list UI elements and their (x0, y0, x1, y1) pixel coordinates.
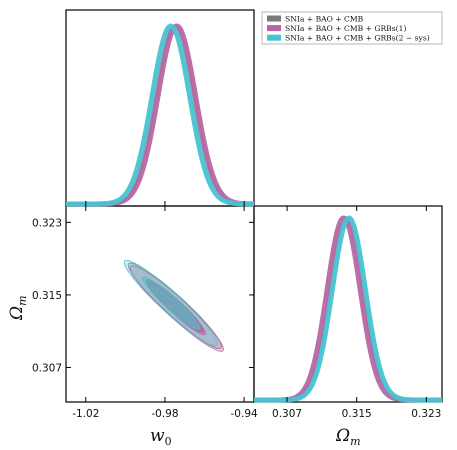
x-axis-label-om: Ωm (335, 426, 361, 448)
tick-label-om-x-0: 0.307 (272, 408, 302, 420)
legend-label-2: SNIa + BAO + CMB + GRBs(1) (285, 24, 406, 33)
legend-swatch-3 (267, 34, 281, 41)
om-marginal-curves (252, 215, 444, 403)
tick-label-om-y-1: 0.315 (32, 290, 62, 302)
om-marginal-1 (253, 216, 443, 402)
tick-label-w0-0: -1.02 (72, 408, 99, 420)
joint-contours (123, 259, 224, 352)
y-axis-label-om: Ωm (7, 295, 29, 321)
w0-marginal-curves (64, 23, 256, 207)
tick-label-om-y-0: 0.307 (32, 363, 62, 375)
legend-box (261, 11, 443, 45)
w0-marginal-3 (64, 23, 256, 207)
tick-label-w0-1: -0.98 (151, 408, 178, 420)
legend-label-3: SNIa + BAO + CMB + GRBs(2 − sys) (285, 34, 430, 43)
tick-label-om-x-1: 0.315 (342, 408, 372, 420)
x-axis-label-w0: w0 (150, 426, 172, 448)
om-marginal-3 (252, 215, 444, 403)
legend-label-1: SNIa + BAO + CMB (285, 14, 364, 23)
panel-w0-marginal (65, 9, 255, 207)
tick-label-om-y-2: 0.323 (32, 217, 62, 229)
legend-swatch-2 (267, 25, 281, 32)
axis-ticks: -1.02 -0.98 -0.94 0.307 0.315 0.323 0.307 0.315… (32, 201, 441, 420)
tick-label-om-x-2: 0.323 (411, 408, 441, 420)
panel-om-marginal (253, 205, 443, 403)
tick-label-w0-2: -0.94 (231, 408, 258, 420)
contour-1sigma-3 (141, 276, 200, 330)
legend-swatch-1 (267, 15, 281, 22)
om-marginal-2 (252, 215, 444, 403)
